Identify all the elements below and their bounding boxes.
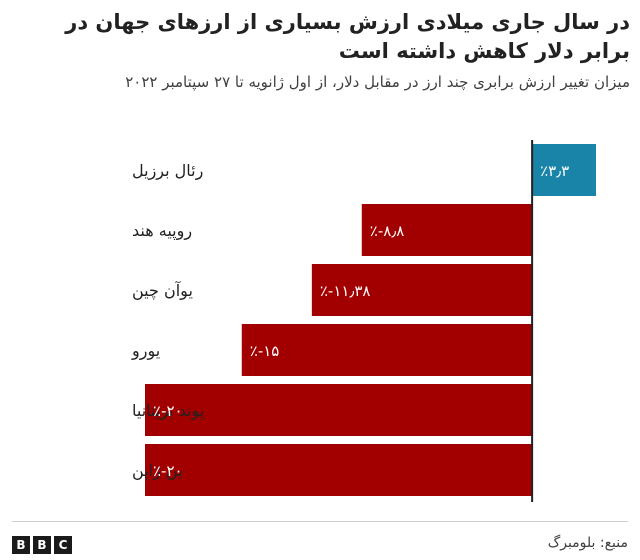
category-label: یوآن چین bbox=[132, 281, 193, 301]
data-label: ٪-۸٫۸ bbox=[370, 222, 404, 240]
bar bbox=[145, 384, 533, 436]
category-label: یورو bbox=[131, 341, 160, 361]
bbc-logo-letter: B bbox=[33, 536, 51, 554]
bbc-logo-letter: C bbox=[54, 536, 72, 554]
category-label: ین ژاپن bbox=[132, 461, 183, 481]
bar bbox=[241, 324, 533, 376]
bar bbox=[311, 264, 533, 316]
bbc-logo: B B C bbox=[12, 536, 72, 554]
data-label: ٪-۱۵ bbox=[250, 342, 280, 360]
footer-divider bbox=[12, 521, 628, 522]
data-label: ٪-۲۰ bbox=[153, 462, 183, 480]
bar bbox=[145, 444, 533, 496]
category-label: رئال برزیل bbox=[132, 161, 203, 181]
category-label: پوند بریتانیا bbox=[132, 401, 204, 421]
source-note: منبع: بلومبرگ bbox=[547, 535, 628, 551]
data-label: ٪-۱۱٫۳۸ bbox=[320, 282, 371, 300]
bbc-logo-letter: B bbox=[12, 536, 30, 554]
data-label: ٪۳٫۳ bbox=[540, 162, 569, 180]
category-label: روپیه هند bbox=[132, 221, 192, 241]
chart-subtitle: میزان تغییر ارزش برابری چند ارز در مقابل… bbox=[125, 73, 630, 91]
bar-chart: رئال برزیل ٪۳٫۳ روپیه هند ٪-۸٫۸ یوآن چین ٪-۱۱… bbox=[131, 140, 596, 502]
chart-title: در سال جاری میلادی ارزش بسیاری از ارزهای… bbox=[65, 10, 630, 63]
data-label: ٪-۲۰ bbox=[153, 402, 183, 420]
bar bbox=[361, 204, 533, 256]
bar bbox=[532, 144, 596, 196]
